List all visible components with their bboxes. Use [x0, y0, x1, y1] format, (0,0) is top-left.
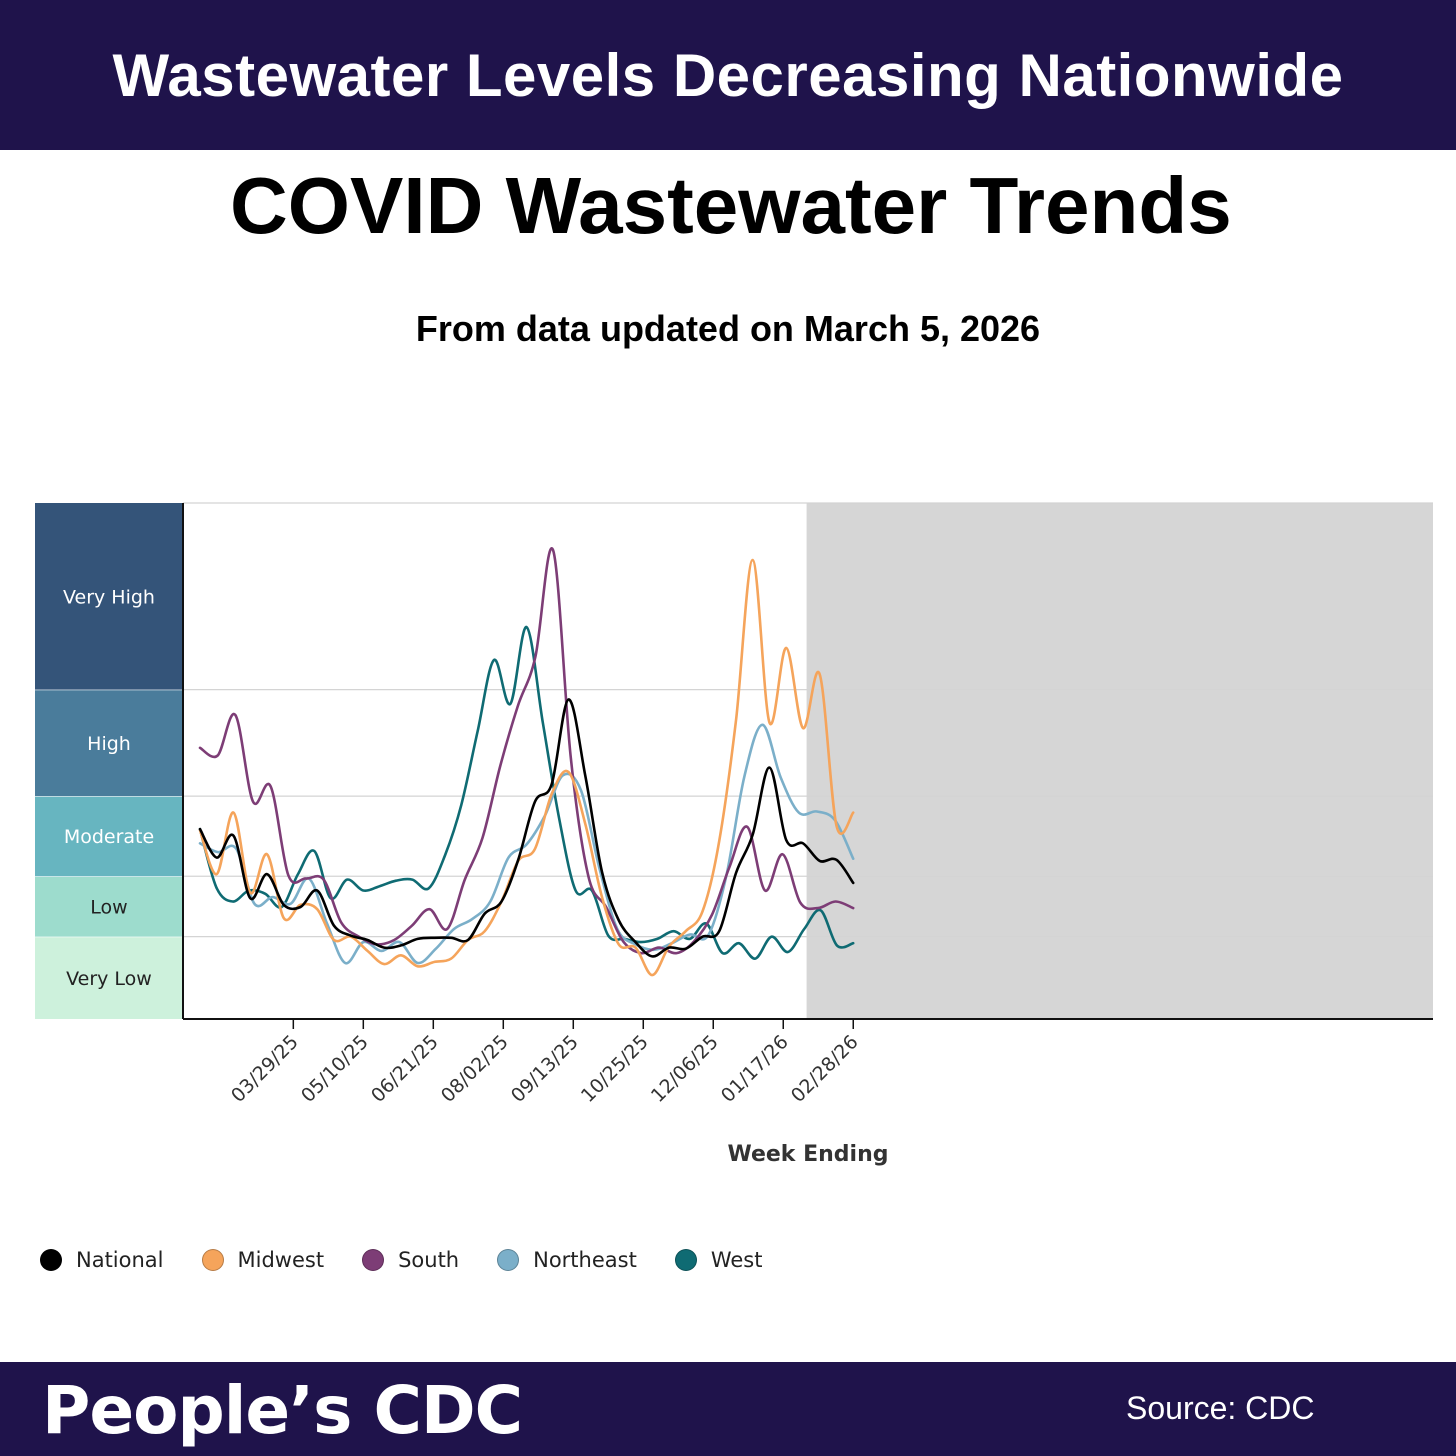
x-axis-title: Week Ending — [727, 1142, 888, 1167]
legend-item-west: West — [674, 1248, 763, 1272]
level-band-very-high — [35, 503, 183, 690]
level-label-moderate: Moderate — [64, 826, 154, 848]
series-line-midwest — [198, 558, 855, 977]
level-label-very-high: Very High — [63, 586, 155, 608]
top-banner: Wastewater Levels Decreasing Nationwide — [0, 0, 1456, 150]
peoples-cdc-logo: People’s CDC — [42, 1372, 523, 1449]
level-band-low — [35, 876, 183, 937]
legend-label: National — [76, 1248, 164, 1272]
x-tick-label: 05/10/25 — [297, 1031, 373, 1107]
legend-item-northeast: Northeast — [497, 1248, 637, 1272]
x-tick-label: 12/06/25 — [647, 1031, 723, 1107]
level-label-high: High — [87, 733, 131, 755]
legend-label: South — [398, 1248, 460, 1272]
series-line-west — [198, 625, 855, 960]
x-tick-label: 06/21/25 — [367, 1031, 443, 1107]
level-band-high — [35, 689, 183, 797]
legend-item-south: South — [362, 1248, 459, 1272]
legend-swatch-icon — [497, 1249, 520, 1271]
x-tick-label: 09/13/25 — [507, 1031, 583, 1107]
legend-swatch-icon — [201, 1249, 224, 1271]
legend-label: Northeast — [533, 1248, 637, 1272]
chart-legend: National Midwest South Northeast West — [40, 1248, 800, 1272]
level-label-low: Low — [90, 896, 127, 918]
x-tick-label: 01/17/26 — [717, 1031, 793, 1107]
legend-swatch-icon — [674, 1249, 697, 1271]
level-band-very-low — [35, 936, 183, 1019]
chart-title: COVID Wastewater Trends — [230, 161, 1232, 250]
x-tick-label: 03/29/25 — [227, 1031, 303, 1107]
x-tick-label: 08/02/25 — [437, 1031, 513, 1107]
chart-subtitle: From data updated on March 5, 2026 — [415, 308, 1041, 349]
legend-label: West — [710, 1248, 763, 1272]
level-band-moderate — [35, 796, 183, 877]
level-label-very-low: Very Low — [66, 968, 152, 990]
x-tick-label: 10/25/25 — [577, 1031, 653, 1107]
legend-label: Midwest — [237, 1248, 325, 1272]
series-line-national — [198, 698, 855, 958]
series-line-south — [198, 546, 855, 955]
x-tick-label: 02/28/26 — [787, 1031, 863, 1107]
legend-swatch-icon — [362, 1249, 385, 1271]
legend-item-midwest: Midwest — [201, 1248, 325, 1272]
provisional-data-region — [806, 503, 1433, 1019]
legend-swatch-icon — [40, 1249, 62, 1271]
bottom-banner: People’s CDC Source: CDC — [0, 1362, 1456, 1456]
banner-title: Wastewater Levels Decreasing Nationwide — [112, 41, 1344, 109]
source-credit: Source: CDC — [1126, 1390, 1315, 1426]
wastewater-line-chart: Very Low Low Moderate High Very High 03/29/25… — [35, 502, 1433, 1167]
legend-item-national: National — [40, 1248, 164, 1272]
